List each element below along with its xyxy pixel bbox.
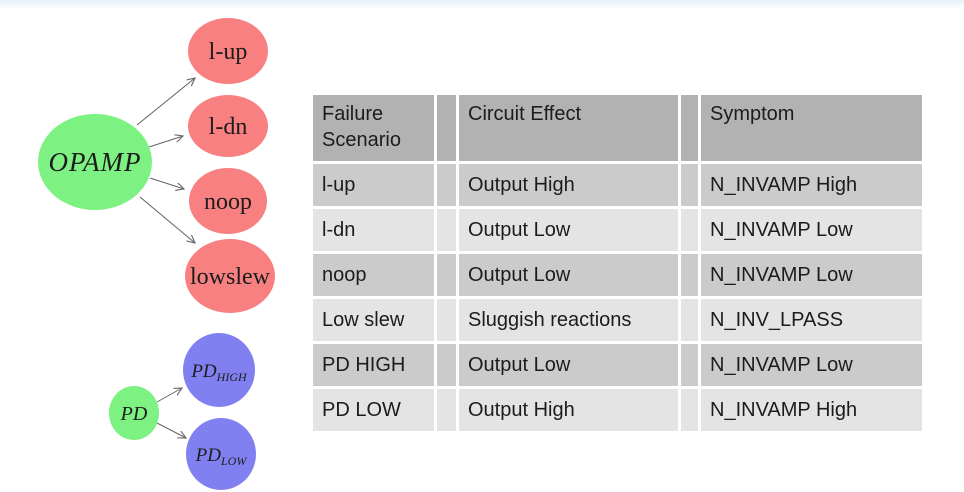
fault-tree-diagram: OPAMP l-up l-dn noop lowslew PD PDHIGH P… xyxy=(38,18,275,490)
node-pd-label: PD xyxy=(120,403,148,425)
node-ldn-label: l-dn xyxy=(209,114,248,140)
table-row-pdlow: PD LOW Output High N_INVAMP High xyxy=(313,389,922,431)
edge-pd-low xyxy=(156,422,186,438)
failure-symptom-table: Failure Scenario Circuit Effect Symptom … xyxy=(310,92,925,434)
table-cell: N_INVAMP High xyxy=(701,164,922,206)
table-cell: noop xyxy=(313,254,434,296)
table-cell: PD HIGH xyxy=(313,344,434,386)
table-cell: Output Low xyxy=(459,209,678,251)
header-failure-scenario: Failure Scenario xyxy=(313,95,434,161)
node-ldn: l-dn xyxy=(188,95,268,157)
opamp-edges xyxy=(136,78,195,243)
node-opamp-label: OPAMP xyxy=(49,147,142,177)
header-circuit-effect: Circuit Effect xyxy=(459,95,678,161)
edge-pd-high xyxy=(156,388,182,403)
node-noop-label: noop xyxy=(204,189,252,215)
row-spacer xyxy=(437,299,456,341)
row-spacer xyxy=(681,344,698,386)
row-spacer xyxy=(681,254,698,296)
node-lowslew-label: lowslew xyxy=(190,264,271,290)
table-cell: l-dn xyxy=(313,209,434,251)
table-cell: PD LOW xyxy=(313,389,434,431)
node-opamp: OPAMP xyxy=(38,114,152,210)
row-spacer xyxy=(437,344,456,386)
row-spacer xyxy=(437,254,456,296)
table-header-row: Failure Scenario Circuit Effect Symptom xyxy=(313,95,922,161)
table-cell: Output High xyxy=(459,389,678,431)
edge-opamp-ldn xyxy=(148,136,183,148)
table-cell: Output Low xyxy=(459,344,678,386)
node-noop: noop xyxy=(189,168,267,234)
edge-opamp-lup xyxy=(136,78,195,126)
header-spacer xyxy=(681,95,698,161)
row-spacer xyxy=(681,209,698,251)
row-spacer xyxy=(437,389,456,431)
node-pd-low-label: PDLOW xyxy=(195,445,248,468)
header-symptom: Symptom xyxy=(701,95,922,161)
table-row-noop: noop Output Low N_INVAMP Low xyxy=(313,254,922,296)
table-row-lowslew: Low slew Sluggish reactions N_INV_LPASS xyxy=(313,299,922,341)
table-cell: N_INVAMP Low xyxy=(701,254,922,296)
table-cell: Sluggish reactions xyxy=(459,299,678,341)
table-cell: N_INVAMP Low xyxy=(701,209,922,251)
edge-opamp-noop xyxy=(149,177,184,189)
node-lup: l-up xyxy=(188,18,268,84)
table-cell: Output High xyxy=(459,164,678,206)
header-spacer xyxy=(437,95,456,161)
page-top-gradient xyxy=(0,0,964,9)
edge-opamp-lowslew xyxy=(139,196,195,243)
row-spacer xyxy=(681,389,698,431)
row-spacer xyxy=(681,164,698,206)
table-row-pdhigh: PD HIGH Output Low N_INVAMP Low xyxy=(313,344,922,386)
row-spacer xyxy=(437,164,456,206)
table-row-lup: l-up Output High N_INVAMP High xyxy=(313,164,922,206)
table-cell: N_INV_LPASS xyxy=(701,299,922,341)
table-cell: Output Low xyxy=(459,254,678,296)
node-pd-low: PDLOW xyxy=(186,418,256,490)
pd-edges xyxy=(156,388,186,438)
node-lup-label: l-up xyxy=(209,39,248,65)
node-pd-high: PDHIGH xyxy=(183,333,255,407)
table-cell: l-up xyxy=(313,164,434,206)
table-cell: N_INVAMP High xyxy=(701,389,922,431)
node-pd: PD xyxy=(109,386,159,440)
node-lowslew: lowslew xyxy=(185,239,275,313)
node-pd-high-label: PDHIGH xyxy=(190,361,248,384)
table-cell: N_INVAMP Low xyxy=(701,344,922,386)
table-row-ldn: l-dn Output Low N_INVAMP Low xyxy=(313,209,922,251)
row-spacer xyxy=(437,209,456,251)
table-cell: Low slew xyxy=(313,299,434,341)
row-spacer xyxy=(681,299,698,341)
